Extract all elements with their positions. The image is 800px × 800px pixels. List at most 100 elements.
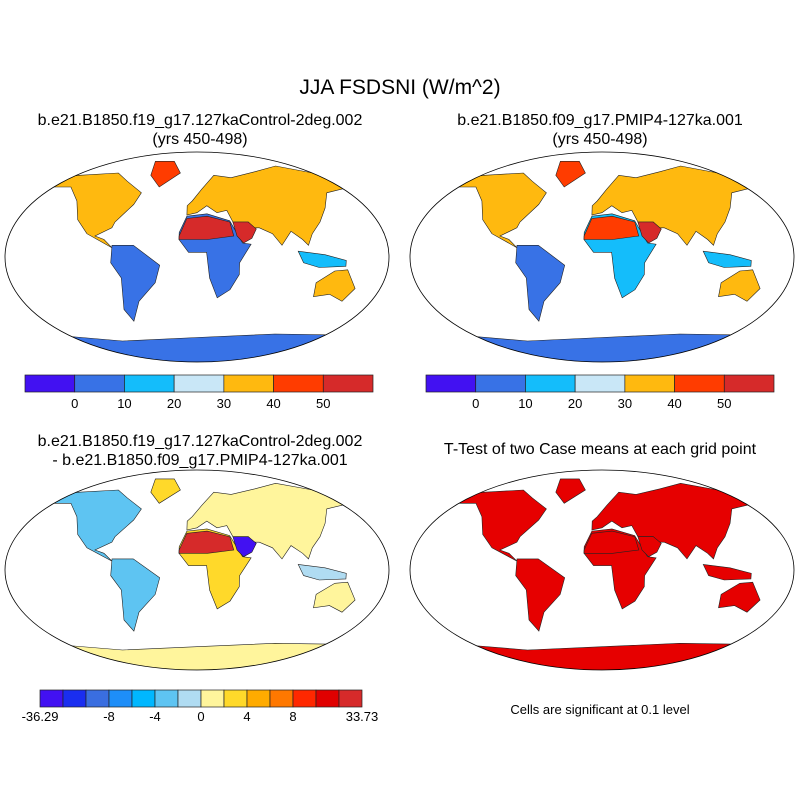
globe-outline xyxy=(4,151,390,363)
colorbar-diff-label: -4 xyxy=(149,709,161,724)
colorbar-diff-label: 33.73 xyxy=(345,709,379,724)
colorbar-box xyxy=(525,374,576,393)
landmass-sh xyxy=(178,530,235,554)
map-panel-2 xyxy=(409,151,795,363)
colorbar-box xyxy=(173,374,225,393)
landmass-id xyxy=(702,250,752,268)
panel-2-title: b.e21.B1850.f09_g17.PMIP4-127ka.001 (yrs… xyxy=(400,111,800,149)
colorbar-box xyxy=(292,689,317,708)
landmass-sh xyxy=(583,530,640,554)
landmass-ar xyxy=(232,536,257,558)
colorbar-box xyxy=(246,689,271,708)
globe-outline xyxy=(409,151,795,363)
colorbar-box xyxy=(674,374,725,393)
colorbar-diff-label: 8 xyxy=(289,709,297,724)
colorbar-box xyxy=(131,689,156,708)
landmass-na xyxy=(47,489,142,562)
colorbar-case-2-label: 20 xyxy=(567,396,583,411)
landmass-au xyxy=(313,269,356,302)
colorbar-box xyxy=(273,374,324,393)
landmass-id xyxy=(297,250,347,268)
significance-note: Cells are significant at 0.1 level xyxy=(510,702,690,717)
panel-2-title-line2: (yrs 450-498) xyxy=(552,131,648,148)
landmass-na xyxy=(452,172,547,248)
landmass-au xyxy=(718,581,761,613)
landmass-an xyxy=(40,333,353,362)
colorbar-box xyxy=(574,374,626,393)
landmass-ar xyxy=(637,221,662,244)
globe-outline xyxy=(409,469,795,671)
landmass-an xyxy=(40,642,353,670)
landmass-au xyxy=(718,269,761,302)
landmass-na xyxy=(47,172,142,248)
colorbar-box xyxy=(24,374,76,393)
colorbar-case-1-label: 50 xyxy=(316,396,331,411)
colorbar-case-2-label: 50 xyxy=(717,396,732,411)
landmass-sa xyxy=(110,245,161,322)
colorbar-case-2-label: 30 xyxy=(617,396,633,411)
panel-1-title-line2: (yrs 450-498) xyxy=(152,131,248,148)
landmass-sh xyxy=(583,215,640,240)
panel-4-title-line1: T-Test of two Case means at each grid po… xyxy=(443,441,757,458)
landmass-sa xyxy=(515,245,566,322)
panel-1-title-line1: b.e21.B1850.f19_g17.127kaControl-2deg.00… xyxy=(37,112,363,129)
colorbar-diff-label: 0 xyxy=(197,709,205,724)
landmass-sa xyxy=(515,558,566,632)
colorbar-box xyxy=(124,374,175,393)
panel-4-title: T-Test of two Case means at each grid po… xyxy=(400,440,800,459)
colorbar-box xyxy=(338,689,363,708)
landmass-eu xyxy=(186,165,351,246)
landmass-an xyxy=(445,642,758,670)
landmass-eu xyxy=(186,482,351,560)
globe-outline xyxy=(4,469,390,671)
colorbar-case-1-label: 10 xyxy=(117,396,132,411)
colorbar-box xyxy=(62,689,87,708)
map-panel-4 xyxy=(409,469,795,671)
colorbar-diff xyxy=(39,689,363,708)
landmass-gl xyxy=(150,478,181,504)
colorbar-case-2-label: 0 xyxy=(472,396,480,411)
landmass-gl xyxy=(555,478,586,504)
colorbar-box xyxy=(108,689,133,708)
colorbar-box xyxy=(269,689,294,708)
colorbar-box xyxy=(475,374,526,393)
colorbar-diff-label: -8 xyxy=(103,709,115,724)
colorbar-box xyxy=(177,689,202,708)
colorbar-case-2-label: 40 xyxy=(667,396,682,411)
landmass-id xyxy=(297,564,347,581)
colorbar-box xyxy=(223,689,248,708)
landmass-eu xyxy=(591,482,756,560)
colorbar-box xyxy=(223,374,274,393)
colorbar-case-1-label: 40 xyxy=(266,396,281,411)
colorbar-diff-label: -36.29 xyxy=(21,709,59,724)
landmass-ar xyxy=(637,536,662,558)
colorbar-box xyxy=(74,374,125,393)
panel-3-title-line1: b.e21.B1850.f19_g17.127kaControl-2deg.00… xyxy=(37,433,363,450)
colorbar-case-1-label: 30 xyxy=(216,396,232,411)
panel-3-title: b.e21.B1850.f19_g17.127kaControl-2deg.00… xyxy=(0,432,400,470)
colorbar-case-1-label: 0 xyxy=(71,396,79,411)
landmass-eu xyxy=(591,165,756,246)
colorbar-box xyxy=(85,689,110,708)
colorbar-case-2 xyxy=(425,374,775,393)
colorbar-box xyxy=(322,374,374,393)
colorbar-diff-label: 4 xyxy=(243,709,251,724)
landmass-sh xyxy=(178,215,235,240)
panel-3-title-line2: - b.e21.B1850.f09_g17.PMIP4-127ka.001 xyxy=(52,452,348,469)
figure-title: JJA FSDSNI (W/m^2) xyxy=(299,76,501,99)
map-panel-3 xyxy=(4,469,390,671)
landmass-gl xyxy=(555,161,586,188)
colorbar-box xyxy=(315,689,340,708)
landmass-gl xyxy=(150,161,181,188)
colorbar-box xyxy=(154,689,179,708)
colorbar-case-2-label: 10 xyxy=(518,396,533,411)
landmass-sa xyxy=(110,558,161,632)
landmass-an xyxy=(445,333,758,362)
colorbar-box xyxy=(39,689,64,708)
colorbar-case-1 xyxy=(24,374,374,393)
colorbar-box xyxy=(624,374,675,393)
landmass-au xyxy=(313,581,356,613)
colorbar-box xyxy=(425,374,477,393)
colorbar-case-1-label: 20 xyxy=(166,396,182,411)
